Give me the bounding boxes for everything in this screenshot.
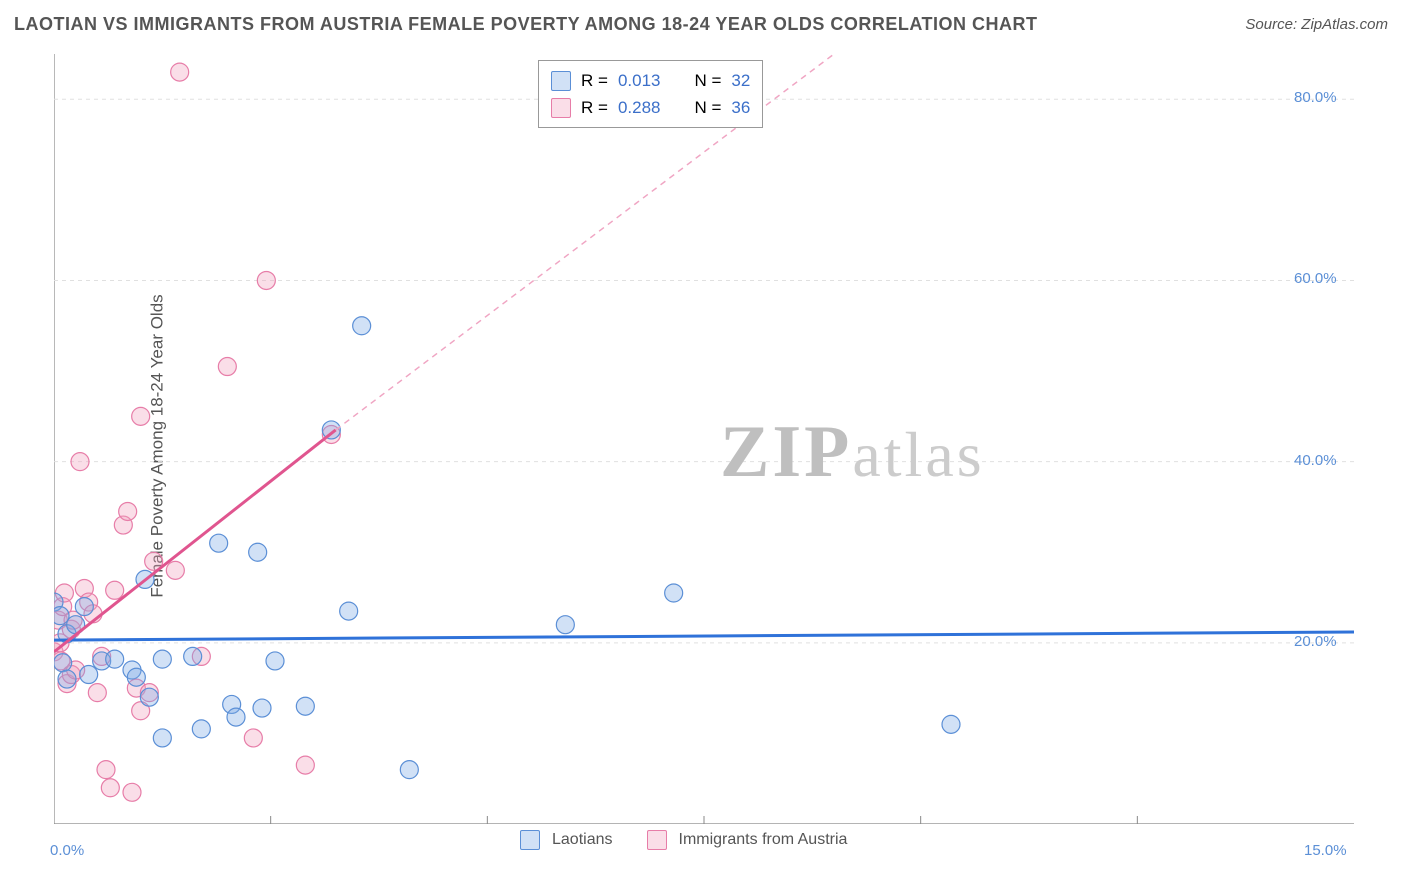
scatter-plot xyxy=(54,54,1354,824)
chart-container: LAOTIAN VS IMMIGRANTS FROM AUSTRIA FEMAL… xyxy=(0,0,1406,892)
legend-label-austria: Immigrants from Austria xyxy=(679,831,848,849)
x-axis-max-label: 15.0% xyxy=(1304,842,1347,859)
y-tick-label: 40.0% xyxy=(1294,452,1337,469)
x-axis-min-label: 0.0% xyxy=(50,842,84,859)
legend-row-laotians: R = 0.013 N = 32 xyxy=(551,67,750,94)
legend-label-laotians: Laotians xyxy=(552,831,613,849)
r-label: R = xyxy=(581,94,608,121)
series-legend: Laotians Immigrants from Austria xyxy=(520,830,847,850)
y-tick-label: 80.0% xyxy=(1294,89,1337,106)
n-value-austria: 36 xyxy=(731,94,750,121)
swatch-laotians-icon xyxy=(520,830,540,850)
r-label: R = xyxy=(581,67,608,94)
n-label: N = xyxy=(694,94,721,121)
source-value: ZipAtlas.com xyxy=(1301,16,1388,33)
r-value-austria: 0.288 xyxy=(618,94,661,121)
source-label: Source: ZipAtlas.com xyxy=(1245,16,1388,33)
r-value-laotians: 0.013 xyxy=(618,67,661,94)
swatch-austria-icon xyxy=(551,98,571,118)
y-tick-label: 60.0% xyxy=(1294,270,1337,287)
swatch-laotians-icon xyxy=(551,71,571,91)
n-value-laotians: 32 xyxy=(731,67,750,94)
n-label: N = xyxy=(694,67,721,94)
chart-title: LAOTIAN VS IMMIGRANTS FROM AUSTRIA FEMAL… xyxy=(14,14,1038,35)
legend-row-austria: R = 0.288 N = 36 xyxy=(551,94,750,121)
swatch-austria-icon xyxy=(647,830,667,850)
source-prefix: Source: xyxy=(1245,16,1301,33)
correlation-legend: R = 0.013 N = 32 R = 0.288 N = 36 xyxy=(538,60,763,128)
y-tick-label: 20.0% xyxy=(1294,633,1337,650)
